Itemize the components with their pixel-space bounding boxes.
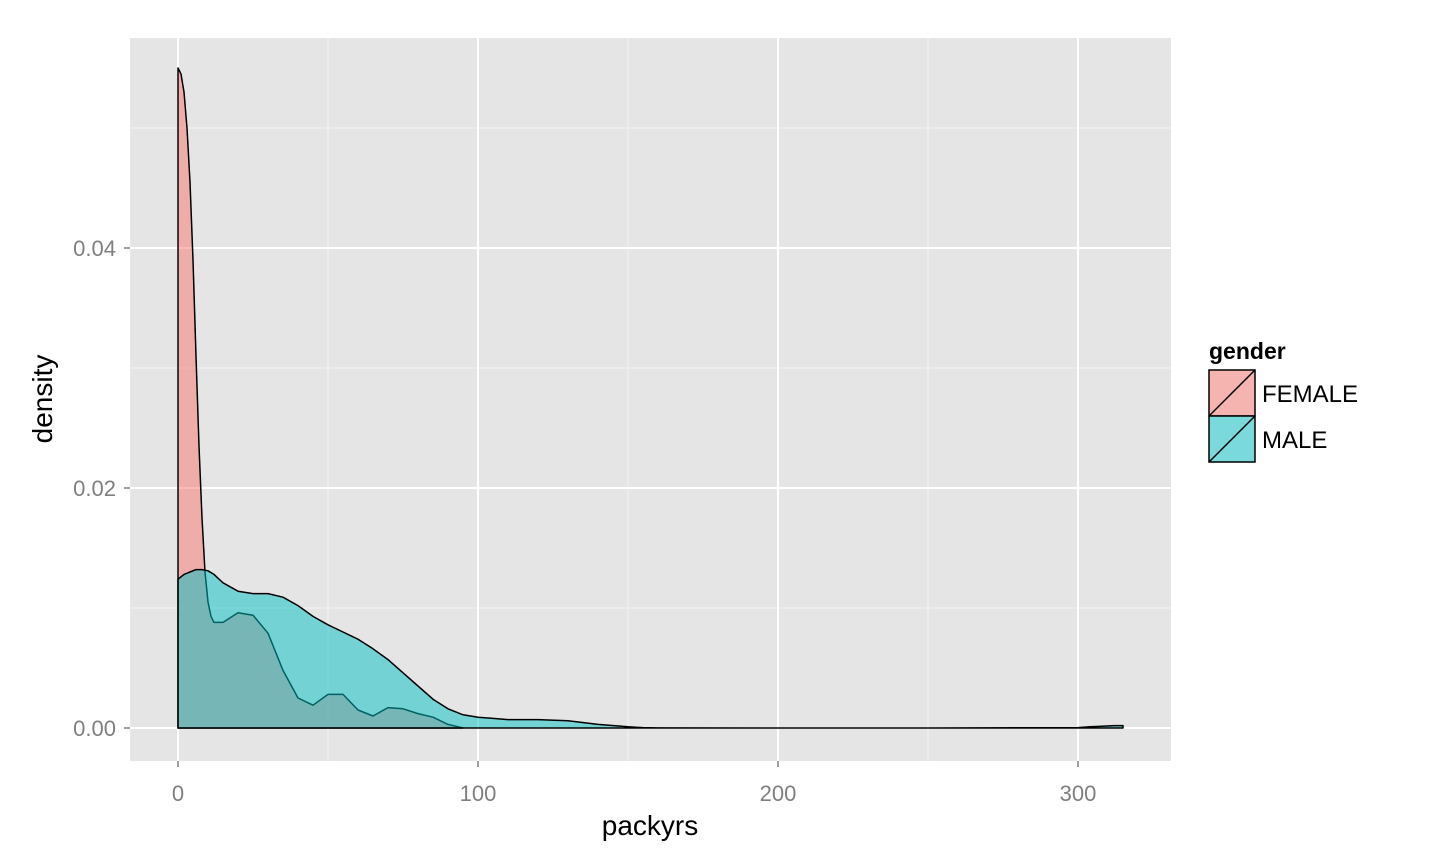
y-tick-label: 0.04	[73, 236, 116, 261]
x-tick-label: 200	[760, 781, 797, 806]
legend-key-slash	[1208, 369, 1256, 417]
legend: gender FEMALE MALE	[1208, 338, 1358, 463]
legend-label-female: FEMALE	[1262, 381, 1358, 408]
y-tick-label: 0.00	[73, 716, 116, 741]
y-axis-ticks: 0.00 0.02 0.04	[73, 236, 130, 741]
x-axis-ticks: 0 100 200 300	[172, 761, 1096, 806]
legend-title: gender	[1209, 338, 1286, 364]
x-axis-title: packyrs	[602, 810, 698, 841]
x-tick-label: 0	[172, 781, 184, 806]
legend-keys: FEMALE MALE	[1208, 369, 1358, 463]
legend-label-male: MALE	[1262, 427, 1327, 454]
y-tick-label: 0.02	[73, 476, 116, 501]
minor-gridlines	[130, 38, 1171, 761]
density-area-male	[177, 568, 1124, 729]
density-areas	[177, 67, 1124, 729]
legend-key-slash	[1208, 415, 1256, 463]
x-tick-label: 100	[460, 781, 497, 806]
x-tick-label: 300	[1060, 781, 1097, 806]
y-axis-title: density	[27, 355, 58, 444]
